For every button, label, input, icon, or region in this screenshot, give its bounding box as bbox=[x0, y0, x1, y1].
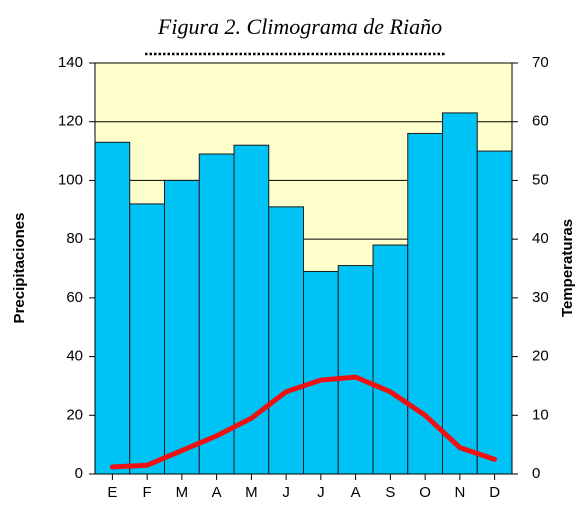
bar bbox=[198, 153, 235, 475]
x-tick-label: A bbox=[351, 484, 361, 501]
x-tick-label: N bbox=[454, 484, 465, 501]
bar bbox=[476, 150, 513, 475]
bar bbox=[407, 132, 443, 475]
chart-title: Figura 2. Climograma de Riaño bbox=[157, 14, 442, 39]
temperature-line bbox=[109, 374, 498, 470]
y2-axis-label: Temperaturas bbox=[559, 219, 576, 317]
y2-tick-label: 60 bbox=[532, 113, 549, 130]
bar bbox=[268, 206, 304, 475]
y-tick-label: 60 bbox=[66, 289, 83, 306]
bar bbox=[442, 112, 478, 475]
y-tick-label: 120 bbox=[58, 113, 83, 130]
y-tick-label: 100 bbox=[58, 171, 83, 188]
bar bbox=[303, 270, 339, 475]
y-axis-label: Precipitaciones bbox=[11, 213, 28, 324]
bar bbox=[372, 244, 409, 475]
y2-tick-label: 20 bbox=[532, 348, 549, 365]
x-tick-label: O bbox=[419, 484, 431, 501]
y-tick-label: 0 bbox=[75, 465, 83, 482]
y-tick-label: 40 bbox=[66, 348, 83, 365]
x-tick-label: A bbox=[212, 484, 222, 501]
bar bbox=[94, 141, 131, 475]
x-tick-label: J bbox=[282, 484, 290, 501]
x-tick-label: M bbox=[176, 484, 189, 501]
x-tick-label: F bbox=[143, 484, 152, 501]
y2-tick-label: 10 bbox=[532, 406, 549, 423]
bar bbox=[129, 203, 165, 475]
y-tick-label: 80 bbox=[66, 230, 83, 247]
x-tick-label: M bbox=[245, 484, 258, 501]
x-tick-label: E bbox=[107, 484, 117, 501]
bar bbox=[337, 265, 374, 475]
y2-tick-label: 0 bbox=[532, 465, 540, 482]
y2-tick-label: 70 bbox=[532, 54, 549, 71]
y-tick-label: 140 bbox=[58, 54, 83, 71]
y2-tick-label: 50 bbox=[532, 171, 549, 188]
y-tick-label: 20 bbox=[66, 406, 83, 423]
x-tick-label: D bbox=[489, 484, 500, 501]
x-tick-label: J bbox=[317, 484, 325, 501]
bar bbox=[164, 179, 200, 475]
y2-tick-label: 30 bbox=[532, 289, 549, 306]
x-tick-label: S bbox=[385, 484, 395, 501]
y2-tick-label: 40 bbox=[532, 230, 549, 247]
